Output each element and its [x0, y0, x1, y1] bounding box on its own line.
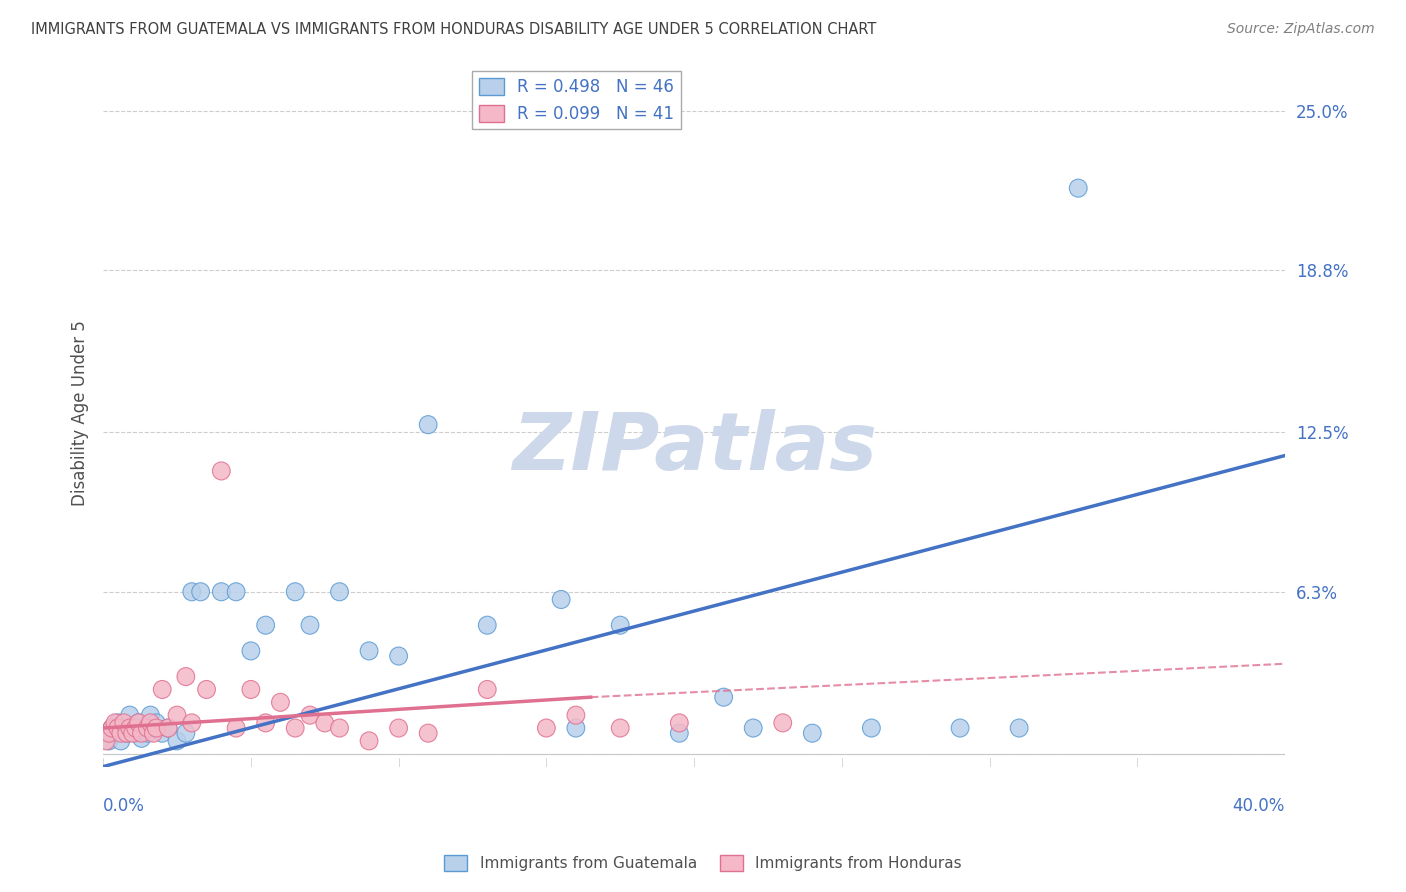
Ellipse shape	[242, 642, 260, 660]
Ellipse shape	[567, 706, 585, 724]
Ellipse shape	[105, 724, 124, 742]
Ellipse shape	[612, 719, 628, 737]
Ellipse shape	[257, 616, 274, 634]
Ellipse shape	[121, 719, 139, 737]
Ellipse shape	[773, 714, 792, 731]
Ellipse shape	[169, 731, 186, 750]
Ellipse shape	[330, 582, 349, 601]
Ellipse shape	[112, 731, 129, 750]
Ellipse shape	[124, 719, 142, 737]
Ellipse shape	[153, 681, 172, 698]
Ellipse shape	[153, 724, 172, 742]
Ellipse shape	[97, 731, 115, 750]
Ellipse shape	[159, 719, 177, 737]
Ellipse shape	[183, 714, 201, 731]
Ellipse shape	[115, 719, 132, 737]
Ellipse shape	[330, 719, 349, 737]
Ellipse shape	[360, 731, 378, 750]
Ellipse shape	[198, 681, 215, 698]
Ellipse shape	[142, 706, 159, 724]
Ellipse shape	[567, 719, 585, 737]
Ellipse shape	[553, 591, 569, 608]
Ellipse shape	[132, 730, 150, 747]
Legend: R = 0.498   N = 46, R = 0.099   N = 41: R = 0.498 N = 46, R = 0.099 N = 41	[472, 71, 681, 129]
Ellipse shape	[212, 582, 231, 601]
Ellipse shape	[148, 719, 165, 737]
Ellipse shape	[537, 719, 555, 737]
Ellipse shape	[127, 724, 145, 742]
Ellipse shape	[145, 719, 162, 737]
Ellipse shape	[1070, 179, 1087, 197]
Ellipse shape	[478, 616, 496, 634]
Ellipse shape	[389, 647, 408, 665]
Ellipse shape	[183, 582, 201, 601]
Ellipse shape	[191, 582, 209, 601]
Ellipse shape	[118, 724, 135, 742]
Ellipse shape	[139, 724, 156, 742]
Y-axis label: Disability Age Under 5: Disability Age Under 5	[72, 320, 89, 506]
Text: 40.0%: 40.0%	[1233, 797, 1285, 815]
Ellipse shape	[316, 714, 333, 731]
Ellipse shape	[212, 462, 231, 480]
Ellipse shape	[744, 719, 762, 737]
Ellipse shape	[228, 582, 245, 601]
Ellipse shape	[257, 714, 274, 731]
Ellipse shape	[287, 719, 304, 737]
Ellipse shape	[135, 719, 153, 737]
Ellipse shape	[287, 582, 304, 601]
Text: 0.0%: 0.0%	[103, 797, 145, 815]
Legend: Immigrants from Guatemala, Immigrants from Honduras: Immigrants from Guatemala, Immigrants fr…	[439, 849, 967, 877]
Ellipse shape	[419, 724, 437, 742]
Ellipse shape	[100, 731, 118, 750]
Ellipse shape	[112, 724, 129, 742]
Ellipse shape	[129, 714, 148, 731]
Ellipse shape	[671, 724, 688, 742]
Ellipse shape	[169, 706, 186, 724]
Ellipse shape	[389, 719, 408, 737]
Ellipse shape	[177, 667, 194, 686]
Ellipse shape	[177, 724, 194, 742]
Ellipse shape	[145, 724, 162, 742]
Ellipse shape	[132, 724, 150, 742]
Ellipse shape	[110, 719, 127, 737]
Ellipse shape	[419, 416, 437, 434]
Ellipse shape	[159, 719, 177, 737]
Ellipse shape	[127, 719, 145, 737]
Ellipse shape	[103, 719, 121, 737]
Ellipse shape	[124, 724, 142, 742]
Ellipse shape	[115, 714, 132, 731]
Ellipse shape	[118, 724, 135, 742]
Ellipse shape	[1011, 719, 1028, 737]
Ellipse shape	[301, 706, 319, 724]
Ellipse shape	[360, 642, 378, 660]
Ellipse shape	[862, 719, 880, 737]
Ellipse shape	[121, 706, 139, 724]
Ellipse shape	[478, 681, 496, 698]
Ellipse shape	[148, 714, 165, 731]
Ellipse shape	[100, 724, 118, 742]
Ellipse shape	[103, 719, 121, 737]
Ellipse shape	[142, 714, 159, 731]
Ellipse shape	[110, 714, 127, 731]
Ellipse shape	[952, 719, 969, 737]
Ellipse shape	[612, 616, 628, 634]
Ellipse shape	[228, 719, 245, 737]
Ellipse shape	[129, 714, 148, 731]
Ellipse shape	[242, 681, 260, 698]
Text: Source: ZipAtlas.com: Source: ZipAtlas.com	[1227, 22, 1375, 37]
Text: ZIPatlas: ZIPatlas	[512, 409, 876, 487]
Ellipse shape	[803, 724, 821, 742]
Ellipse shape	[301, 616, 319, 634]
Ellipse shape	[714, 688, 733, 706]
Ellipse shape	[139, 719, 156, 737]
Ellipse shape	[97, 724, 115, 742]
Ellipse shape	[671, 714, 688, 731]
Text: IMMIGRANTS FROM GUATEMALA VS IMMIGRANTS FROM HONDURAS DISABILITY AGE UNDER 5 COR: IMMIGRANTS FROM GUATEMALA VS IMMIGRANTS …	[31, 22, 876, 37]
Ellipse shape	[105, 714, 124, 731]
Ellipse shape	[271, 693, 290, 711]
